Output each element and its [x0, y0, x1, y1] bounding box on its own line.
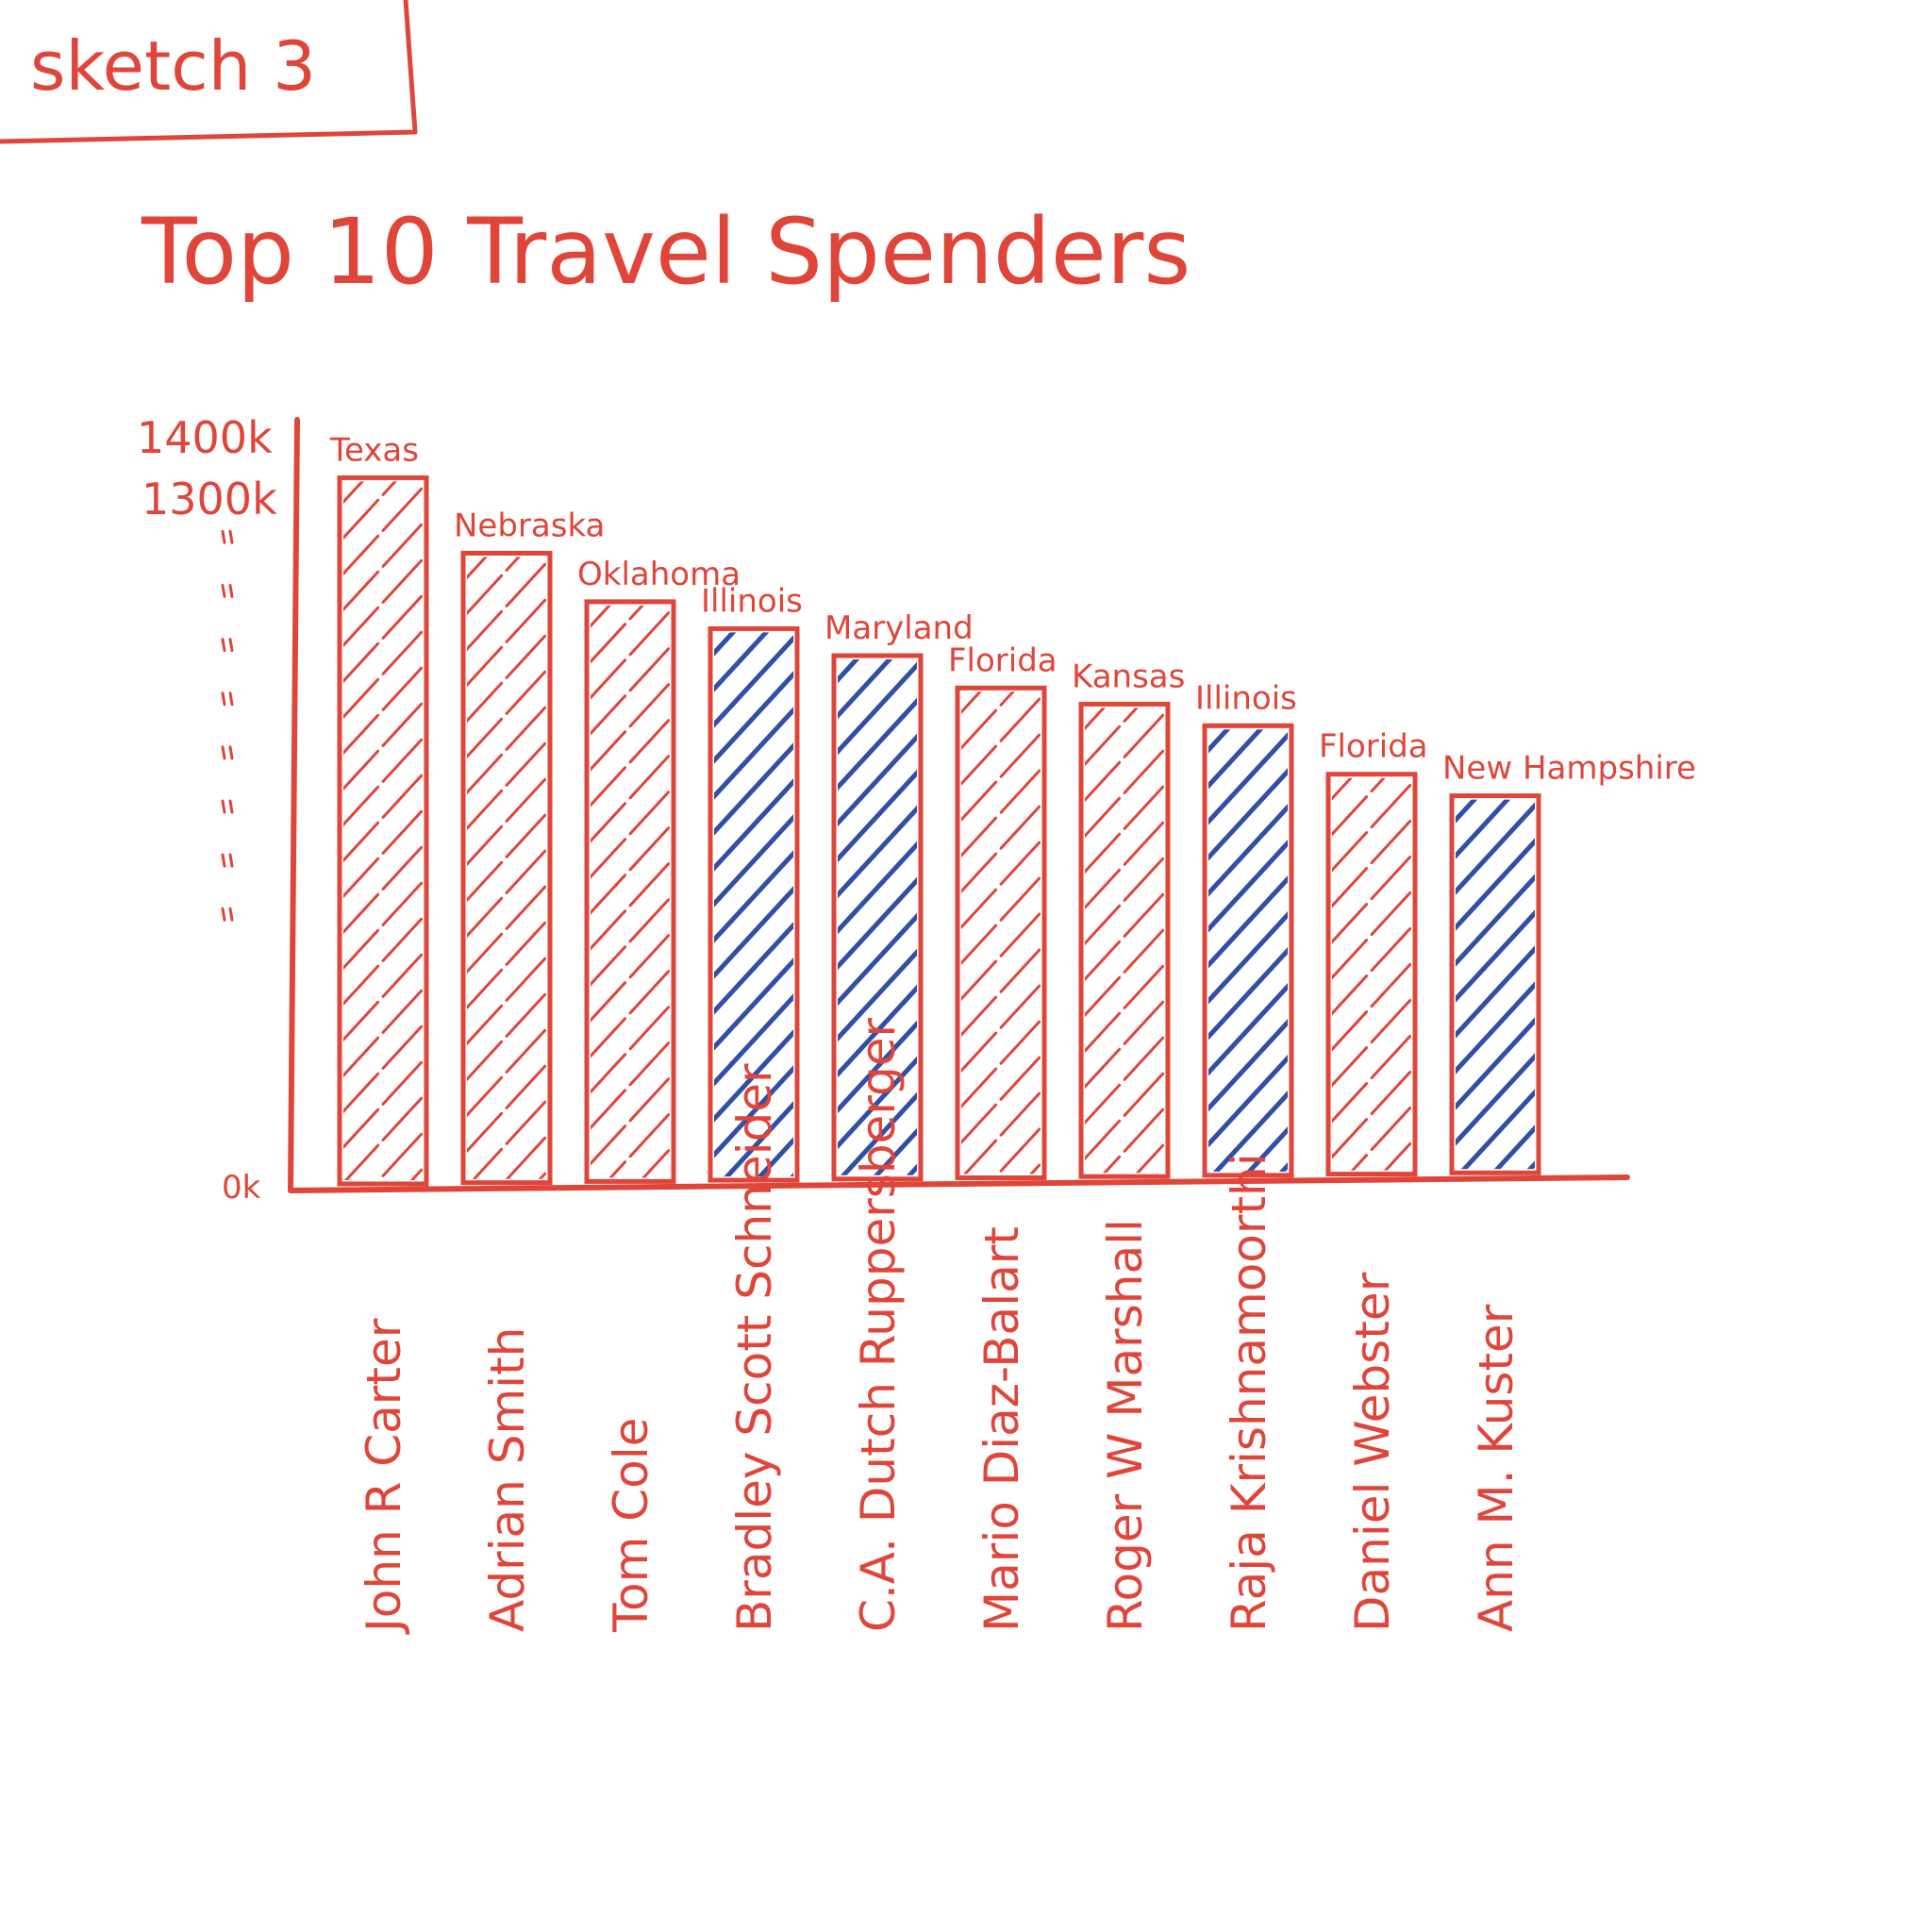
bar	[831, 653, 924, 1182]
bar-hatching	[591, 605, 670, 1178]
category-label: Adrian Smith	[480, 1327, 535, 1632]
state-label: Nebraska	[454, 507, 605, 544]
bar	[955, 685, 1047, 1180]
y-axis	[288, 417, 300, 1193]
name-labels-group: John R Carter Adrian Smith Tom Cole Bradley…	[357, 1018, 1524, 1635]
state-label: New Hampshire	[1442, 750, 1696, 788]
state-label: Kansas	[1072, 658, 1185, 695]
y-tick-label-1300k: 1300k	[142, 474, 277, 525]
state-label: Texas	[329, 431, 419, 469]
y-ditto-tick	[221, 691, 234, 707]
bar-group	[1078, 701, 1171, 1179]
y-tick-label-0k: 0k	[222, 1169, 261, 1207]
category-label: Bradley Scott Schneider	[727, 1063, 782, 1632]
state-label: Florida	[1319, 728, 1428, 766]
bar	[1449, 793, 1541, 1175]
sketch-label: sketch 3	[30, 26, 316, 106]
state-label: Oklahoma	[577, 556, 741, 593]
category-label: Raja Krishnamoorthi	[1222, 1153, 1276, 1632]
bar-group	[955, 685, 1047, 1180]
bar-group	[1449, 793, 1541, 1175]
bar	[1202, 723, 1294, 1178]
bar-hatching	[1085, 708, 1164, 1174]
y-ditto-tick	[221, 638, 234, 653]
state-label: Florida	[948, 641, 1058, 679]
y-ditto-tick	[221, 583, 234, 598]
y-ditto-ticks	[221, 529, 234, 922]
bar-group	[1325, 772, 1418, 1177]
bar-hatching	[1456, 799, 1535, 1170]
bar-hatching	[1332, 777, 1411, 1171]
y-ditto-tick	[221, 907, 234, 922]
bar-hatching	[961, 691, 1041, 1174]
bar-hatching	[838, 659, 917, 1175]
category-label: Daniel Webster	[1345, 1272, 1400, 1632]
bar	[708, 625, 800, 1183]
bar-hatching	[714, 632, 793, 1177]
category-label: Tom Cole	[604, 1418, 658, 1633]
bar	[1325, 772, 1418, 1177]
bar-group	[708, 625, 800, 1183]
bar	[1078, 701, 1171, 1179]
bar-hatching	[343, 481, 423, 1180]
y-ditto-tick	[221, 799, 234, 814]
state-label: Illinois	[1195, 679, 1297, 717]
bar-group	[337, 475, 429, 1187]
bar-group	[1202, 723, 1294, 1178]
sketch-label-box: sketch 3	[0, 0, 418, 144]
chart-title: Top 10 Travel Spenders	[141, 199, 1191, 305]
bar	[584, 599, 676, 1184]
bar	[460, 550, 553, 1186]
bar-group	[831, 653, 924, 1182]
category-label: Ann M. Kuster	[1469, 1304, 1524, 1632]
x-axis	[288, 1174, 1630, 1193]
bar-hatching	[467, 557, 546, 1179]
bar-group	[460, 550, 553, 1186]
bar-group	[584, 599, 676, 1184]
y-tick-label-1400k: 1400k	[137, 412, 273, 463]
category-label: John R Carter	[357, 1318, 411, 1635]
bars-group	[337, 475, 1541, 1187]
state-label: Maryland	[824, 609, 974, 647]
state-labels-group: TexasNebraskaOklahomaIllinoisMarylandFlo…	[329, 431, 1696, 787]
category-label: Mario Diaz-Balart	[974, 1226, 1029, 1632]
bar	[337, 475, 429, 1187]
y-ditto-tick	[221, 529, 234, 544]
category-label: Roger W Marshall	[1098, 1219, 1153, 1632]
bar-hatching	[1208, 729, 1288, 1172]
y-ditto-tick	[221, 853, 234, 868]
category-label: C.A. Dutch Ruppersberger	[851, 1018, 906, 1632]
state-label: Illinois	[701, 582, 803, 620]
y-ditto-tick	[221, 745, 234, 760]
